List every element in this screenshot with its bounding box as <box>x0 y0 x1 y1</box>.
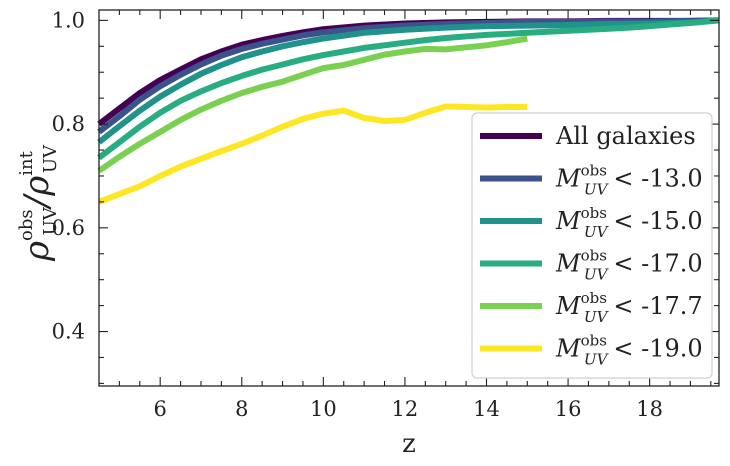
y-axis-label: ρobs UV/ρint UV <box>16 144 61 262</box>
series-line-2 <box>97 17 720 145</box>
y-tick-label: 0.8 <box>52 112 85 136</box>
legend: All galaxies Mobs UV < -13.0 Mobs UV < -15.0 Mo… <box>471 112 713 379</box>
plot-lines <box>97 17 720 205</box>
series-line-3 <box>97 17 720 161</box>
y-axis-label-symbol-2: ρ <box>17 176 57 197</box>
legend-label-3: Mobs UV < -17.0 <box>555 247 703 284</box>
legend-label-5: Mobs UV < -19.0 <box>555 332 703 369</box>
y-axis-label-obs-sup: obs <box>16 209 37 241</box>
x-tick-label: 8 <box>235 397 248 421</box>
y-axis-label-slash: / <box>17 192 57 210</box>
series-line-4 <box>97 35 528 174</box>
y-tick-label: 0.4 <box>52 320 85 344</box>
y-axis-label-int-sup: int <box>16 150 37 175</box>
legend-label-1: Mobs UV < -13.0 <box>555 162 703 199</box>
x-tick-label: 14 <box>473 397 500 421</box>
y-axis-label-int-sub: UV <box>40 144 61 173</box>
x-tick-label: 18 <box>636 397 663 421</box>
y-axis-label-obs-sub: UV <box>40 206 61 235</box>
y-tick-label: 1.0 <box>52 8 85 32</box>
legend-label-0: All galaxies <box>555 122 696 150</box>
x-axis-label: z <box>402 429 416 459</box>
x-tick-label: 10 <box>310 397 337 421</box>
y-tick-label: 0.6 <box>52 216 85 240</box>
y-axis-label-symbol: ρ <box>17 241 57 262</box>
x-tick-label: 12 <box>392 397 419 421</box>
x-tick-label: 16 <box>555 397 582 421</box>
series-line-5 <box>97 103 528 205</box>
legend-label-4: Mobs UV < -17.7 <box>555 289 703 326</box>
plot-frame <box>98 9 720 387</box>
legend-label-2: Mobs UV < -15.0 <box>555 204 703 241</box>
x-tick-label: 6 <box>153 397 166 421</box>
tick-labels: 6 8 10 12 14 16 18 0.4 0.6 0.8 1.0 <box>52 8 663 421</box>
